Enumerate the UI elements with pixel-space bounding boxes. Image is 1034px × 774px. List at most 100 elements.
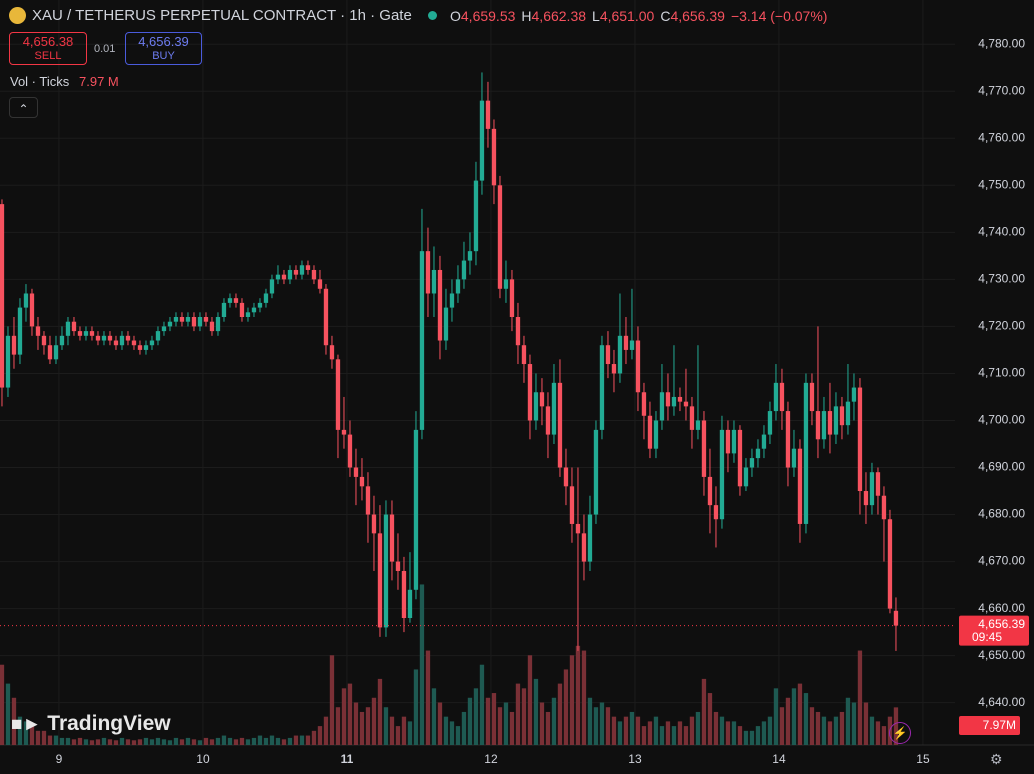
candle-body: [89, 331, 95, 336]
ohlc-key: O: [450, 8, 461, 24]
candle-body: [785, 411, 791, 468]
volume-bar: [503, 702, 509, 745]
volume-bar: [407, 721, 413, 745]
candle-body: [557, 382, 563, 468]
buy-price: 4,656.39: [138, 34, 189, 49]
volume-bar: [293, 735, 299, 745]
volume-bar: [467, 697, 473, 745]
candle-body: [329, 345, 335, 360]
volume-bar: [875, 721, 881, 745]
candle-body: [593, 429, 599, 515]
volume-bar: [839, 711, 845, 745]
y-tick-label: 4,740.00: [978, 225, 1025, 239]
candle-body: [575, 523, 581, 534]
volume-bar: [101, 737, 107, 745]
volume-bar: [347, 683, 353, 745]
ohlc-value: 4,656.39: [670, 8, 725, 24]
volume-bar: [539, 702, 545, 745]
candle-body: [419, 251, 425, 430]
candle-body: [71, 321, 77, 332]
volume-bar: [521, 688, 527, 745]
volume-bar: [131, 740, 137, 745]
candle-body: [317, 279, 323, 289]
volume-bar: [803, 693, 809, 745]
candle-body: [293, 269, 299, 275]
candle-body: [689, 406, 695, 430]
volume-bar: [515, 683, 521, 745]
volume-bar: [335, 707, 341, 745]
volume-bar: [761, 721, 767, 745]
logo-text: TradingView: [47, 712, 171, 735]
volume-bar: [257, 735, 263, 745]
ohlc-key: C: [660, 8, 671, 24]
candle-body: [305, 265, 311, 270]
volume-bar: [401, 716, 407, 745]
volume-bar: [707, 693, 713, 745]
volume-bar: [569, 655, 575, 745]
candle-body: [431, 269, 437, 294]
volume-bar: [143, 737, 149, 745]
volume-bar: [653, 716, 659, 745]
candle-body: [665, 392, 671, 407]
candle-body: [701, 420, 707, 477]
candle-body: [365, 486, 371, 515]
x-tick-label: 13: [628, 752, 642, 766]
candle-body: [203, 317, 209, 322]
volume-bar: [575, 645, 581, 745]
candle-body: [437, 269, 443, 341]
buy-button[interactable]: 4,656.39 BUY: [125, 32, 202, 65]
volume-bar: [437, 702, 443, 745]
candle-body: [83, 331, 89, 336]
settings-button[interactable]: ⚙: [990, 751, 1003, 767]
candle-body: [359, 476, 365, 487]
volume-bar: [755, 726, 761, 745]
sell-button[interactable]: 4,656.38 SELL: [9, 32, 87, 65]
tradingview-logo: ■► TradingView: [11, 712, 171, 736]
volume-bar: [647, 721, 653, 745]
candle-body: [407, 589, 413, 619]
candle-body: [821, 411, 827, 440]
volume-bar: [263, 737, 269, 745]
candle-body: [137, 345, 143, 350]
volume-bar: [173, 737, 179, 745]
candle-body: [545, 406, 551, 435]
volume-bar: [23, 721, 29, 745]
alert-icon[interactable]: ⚡: [889, 722, 911, 744]
volume-bar: [857, 650, 863, 745]
collapse-button[interactable]: ⌃: [9, 97, 38, 118]
candle-body: [191, 317, 197, 327]
candle-body: [35, 326, 41, 336]
candle-body: [119, 335, 125, 346]
logo-mark: ■►: [11, 714, 42, 735]
volume-bar: [431, 688, 437, 745]
candle-body: [125, 335, 131, 341]
candle-body: [65, 321, 71, 336]
volume-bar: [629, 711, 635, 745]
candle-body: [881, 495, 887, 520]
volume-bar: [287, 737, 293, 745]
volume-bar: [275, 737, 281, 745]
change: −3.14 (−0.07%): [730, 8, 828, 24]
volume-bar: [269, 735, 275, 745]
candle-body: [773, 382, 779, 412]
candle-body: [299, 265, 305, 275]
volume-bar: [389, 716, 395, 745]
volume-bar: [869, 716, 875, 745]
last-price-label: 4,656.39: [978, 617, 1025, 631]
volume-bar: [785, 697, 791, 745]
ohlc-value: 4,662.38: [531, 8, 587, 24]
x-tick-label: 11: [341, 752, 354, 766]
volume-bar: [35, 730, 41, 745]
candle-body: [341, 429, 347, 435]
candle-body: [257, 302, 263, 308]
candle-body: [611, 364, 617, 374]
volume-bar: [137, 739, 143, 745]
candle-body: [443, 307, 449, 341]
candle-body: [671, 396, 677, 407]
y-tick-label: 4,650.00: [978, 648, 1025, 662]
volume-bar: [581, 650, 587, 745]
candle-body: [455, 279, 461, 294]
volume-bar: [725, 721, 731, 745]
y-tick-label: 4,700.00: [978, 413, 1025, 427]
ohlc-key: L: [592, 8, 600, 24]
